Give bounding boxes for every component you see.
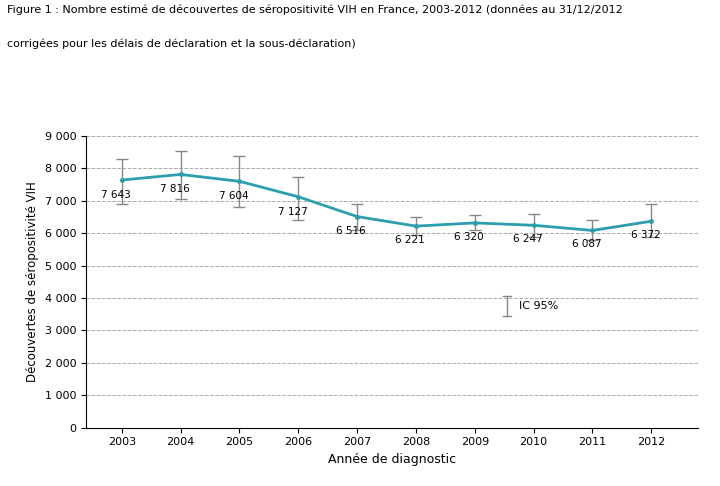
Text: 6 087: 6 087 [572, 239, 601, 249]
Text: 6 516: 6 516 [336, 226, 366, 236]
X-axis label: Année de diagnostic: Année de diagnostic [328, 453, 456, 466]
Text: 7 816: 7 816 [160, 185, 189, 194]
Text: 6 372: 6 372 [631, 230, 660, 240]
Text: 7 643: 7 643 [101, 190, 131, 200]
Text: corrigées pour les délais de déclaration et la sous-déclaration): corrigées pour les délais de déclaration… [7, 39, 356, 50]
Text: 6 247: 6 247 [513, 234, 543, 244]
Text: Figure 1 : Nombre estimé de découvertes de séropositivité VIH en France, 2003-20: Figure 1 : Nombre estimé de découvertes … [7, 5, 623, 16]
Text: 6 221: 6 221 [395, 235, 425, 245]
Text: 7 127: 7 127 [278, 207, 307, 217]
Text: 7 604: 7 604 [219, 191, 248, 201]
Text: 6 320: 6 320 [454, 232, 484, 242]
Y-axis label: Découvertes de séropositivité VIH: Découvertes de séropositivité VIH [27, 181, 40, 382]
Text: IC 95%: IC 95% [519, 301, 558, 311]
